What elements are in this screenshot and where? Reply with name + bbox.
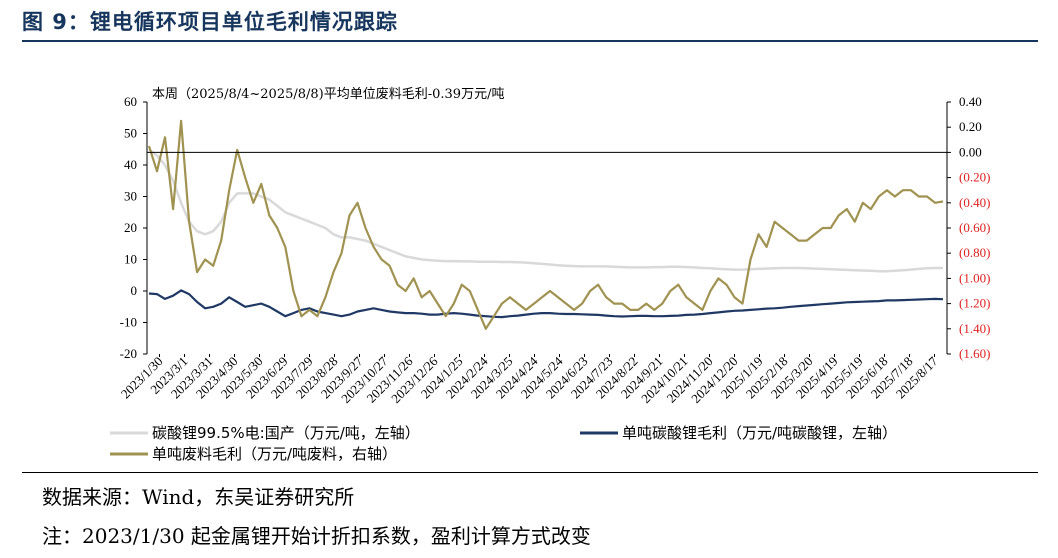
right-tick-label: 0.00 bbox=[959, 144, 982, 159]
right-tick-label: 0.40 bbox=[959, 94, 982, 109]
right-tick-label: (1.20) bbox=[959, 296, 990, 311]
series-line-3 bbox=[147, 119, 944, 330]
right-tick-label: 0.20 bbox=[959, 119, 982, 134]
legend-label-2: 单吨碳酸锂毛利（万元/吨碳酸锂，左轴） bbox=[622, 424, 897, 442]
left-tick-label: -20 bbox=[120, 346, 137, 361]
footnote: 注：2023/1/30 起金属锂开始计折扣系数，盈利计算方式改变 bbox=[42, 524, 591, 548]
left-tick-label: 10 bbox=[124, 252, 137, 267]
weekly-annotation: 本周（2025/8/4~2025/8/8)平均单位废料毛利-0.39万元/吨 bbox=[152, 86, 504, 102]
right-tick-label: (0.60) bbox=[959, 220, 990, 235]
right-tick-label: (1.40) bbox=[959, 321, 990, 336]
left-tick-label: 20 bbox=[124, 220, 137, 235]
axes: 60 50 40 30 20 10 0 -10 -20 0.40 0.20 0.00 (0.20) (0.… bbox=[118, 86, 991, 406]
right-tick-label: (0.40) bbox=[959, 195, 990, 210]
series-line-2 bbox=[148, 289, 944, 319]
left-tick-label: 0 bbox=[131, 283, 138, 298]
plot-area bbox=[147, 119, 944, 330]
left-tick-label: 40 bbox=[124, 157, 137, 172]
figure-title: 图 9：锂电循环项目单位毛利情况跟踪 bbox=[22, 10, 398, 34]
left-tick-label: 60 bbox=[124, 94, 137, 109]
left-tick-label: 30 bbox=[124, 189, 137, 204]
title-rule bbox=[22, 40, 1038, 42]
data-source: 数据来源：Wind，东吴证券研究所 bbox=[42, 485, 355, 509]
right-tick-label: (1.00) bbox=[959, 270, 990, 285]
source-rule bbox=[22, 472, 1038, 473]
legend-label-1: 碳酸锂99.5%电:国产（万元/吨，左轴） bbox=[152, 424, 420, 442]
chart: 60 50 40 30 20 10 0 -10 -20 0.40 0.20 0.00 (0.20) (0.… bbox=[110, 86, 991, 463]
left-tick-label: 50 bbox=[124, 126, 137, 141]
legend-label-3: 单吨废料毛利（万元/吨废料，右轴） bbox=[152, 445, 397, 463]
legend: 碳酸锂99.5%电:国产（万元/吨，左轴） 单吨碳酸锂毛利（万元/吨碳酸锂，左轴）… bbox=[110, 424, 897, 463]
right-tick-label: (1.60) bbox=[959, 346, 990, 361]
left-tick-label: -10 bbox=[120, 315, 137, 330]
series-line-1 bbox=[148, 148, 943, 273]
right-tick-label: (0.20) bbox=[959, 170, 990, 185]
right-tick-label: (0.80) bbox=[959, 245, 990, 260]
